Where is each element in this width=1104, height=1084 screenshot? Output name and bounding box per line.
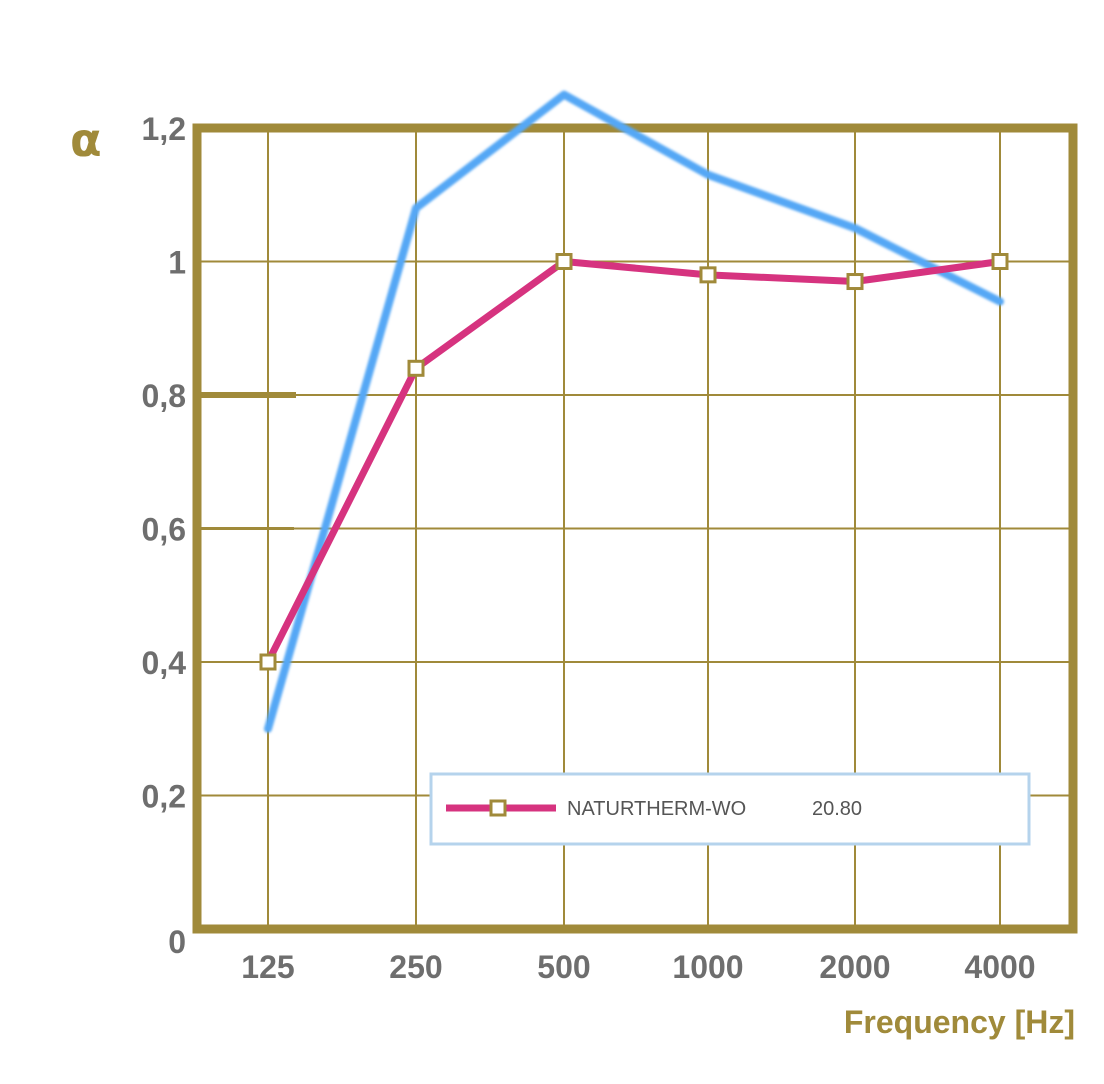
y-major-ticks (193, 123, 296, 530)
series-point-primary-500 (555, 253, 573, 270)
legend-swatch-marker (489, 799, 507, 817)
series-line-secondary (264, 90, 1004, 733)
x-axis-label: Frequency [Hz] (844, 1004, 1075, 1040)
series-point-primary-4000 (991, 253, 1009, 270)
y-tick-label: 0,6 (142, 512, 186, 548)
series-line-primary (264, 258, 1004, 666)
series-layer (259, 90, 1009, 733)
legend-series-value: 20.80 (812, 798, 862, 820)
series-point-primary-250 (407, 359, 425, 377)
y-axis-label: α (70, 113, 102, 167)
y-tick-label: 0 (168, 924, 186, 960)
y-tick-labels: 0 0,2 0,4 0,6 0,8 1 1,2 (142, 111, 187, 960)
x-tick-labels: 125 250 500 1000 2000 4000 (241, 949, 1035, 985)
x-tick-label: 2000 (819, 949, 890, 985)
y-tick-label: 0,8 (142, 378, 186, 414)
x-tick-label: 250 (389, 949, 442, 985)
y-tick-label: 0,2 (142, 779, 186, 815)
series-point-primary-1000 (699, 266, 717, 284)
legend-series-name: NATURTHERM-WO (567, 798, 746, 820)
legend: NATURTHERM-WO 20.80 (429, 772, 1031, 846)
x-tick-label: 1000 (672, 949, 743, 985)
series-point-primary-2000 (846, 273, 864, 291)
y-tick-label: 0,4 (142, 645, 187, 681)
x-tick-label: 4000 (964, 949, 1035, 985)
series-point-primary-125 (259, 653, 277, 671)
y-tick-label: 1 (168, 245, 186, 281)
y-tick-label: 1,2 (142, 111, 186, 147)
x-tick-label: 500 (537, 949, 590, 985)
x-tick-label: 125 (241, 949, 294, 985)
